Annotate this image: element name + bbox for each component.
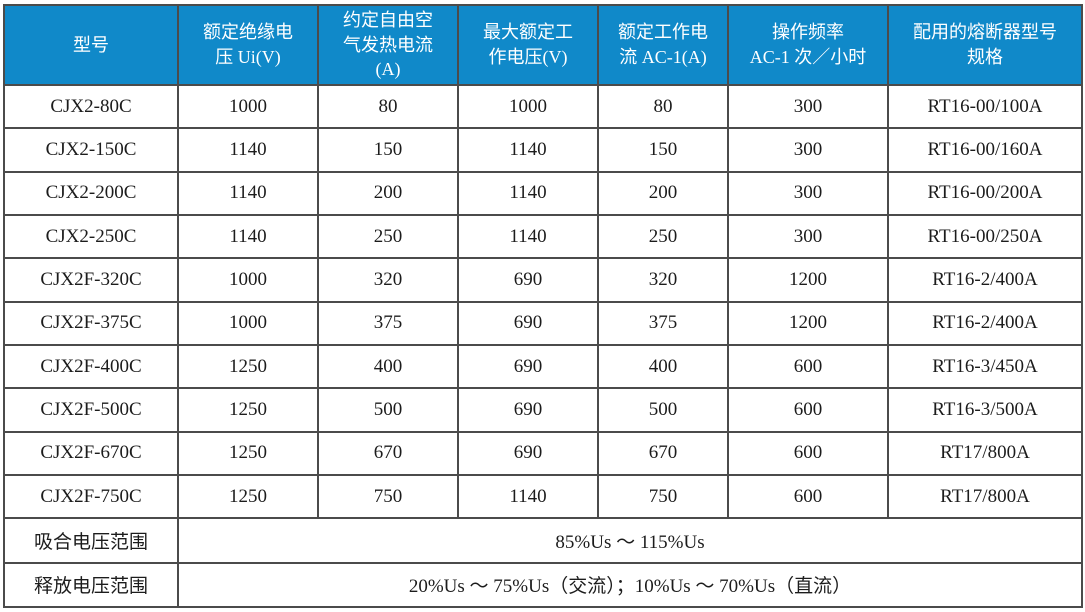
value-cell: 1140 xyxy=(457,170,599,216)
value-cell: 300 xyxy=(727,127,889,173)
value-cell: 750 xyxy=(317,473,459,520)
table-row: CJX2F-500C 1250 500 690 500 600 RT16-3/5… xyxy=(3,387,1083,433)
value-cell: RT17/800A xyxy=(887,430,1083,476)
contactor-spec-table: 型号 额定绝缘电 压 Ui(V) 约定自由空 气发热电流 (A) 最大额定工 作… xyxy=(3,4,1083,609)
table-row: CJX2-150C 1140 150 1140 150 300 RT16-00/… xyxy=(3,127,1083,173)
col-header-model: 型号 xyxy=(3,4,179,86)
value-cell: 1140 xyxy=(457,213,599,260)
value-cell: 750 xyxy=(597,473,729,520)
value-cell: RT16-00/250A xyxy=(887,213,1083,260)
table-row: CJX2-250C 1140 250 1140 250 300 RT16-00/… xyxy=(3,213,1083,260)
release-voltage-range-row: 释放电压范围 20%Us ～ 75%Us（交流）；10%Us ～ 70%Us（直… xyxy=(3,561,1083,609)
value-cell: 600 xyxy=(727,387,889,433)
value-cell: 1140 xyxy=(457,473,599,520)
value-cell: 1140 xyxy=(177,170,319,216)
value-cell: 1250 xyxy=(177,343,319,390)
model-cell: CJX2F-500C xyxy=(3,387,179,433)
value-cell: 600 xyxy=(727,343,889,390)
value-cell: 670 xyxy=(317,430,459,476)
value-cell: 1200 xyxy=(727,300,889,346)
col-header-fuse-type: 配用的熔断器型号 规格 xyxy=(887,4,1083,86)
table-row: CJX2-200C 1140 200 1140 200 300 RT16-00/… xyxy=(3,170,1083,216)
value-cell: RT17/800A xyxy=(887,473,1083,520)
value-cell: 250 xyxy=(597,213,729,260)
value-cell: 300 xyxy=(727,170,889,216)
model-cell: CJX2F-375C xyxy=(3,300,179,346)
value-cell: 1140 xyxy=(457,127,599,173)
pickup-voltage-range-row: 吸合电压范围 85%Us ～ 115%Us xyxy=(3,517,1083,564)
model-cell: CJX2F-670C xyxy=(3,430,179,476)
value-cell: 690 xyxy=(457,343,599,390)
header-row: 型号 额定绝缘电 压 Ui(V) 约定自由空 气发热电流 (A) 最大额定工 作… xyxy=(3,4,1083,86)
value-cell: RT16-2/400A xyxy=(887,257,1083,303)
merged-value-cell: 20%Us ～ 75%Us（交流）；10%Us ～ 70%Us（直流） xyxy=(177,561,1083,609)
value-cell: 375 xyxy=(317,300,459,346)
model-cell: CJX2-80C xyxy=(3,83,179,130)
table-header: 型号 额定绝缘电 压 Ui(V) 约定自由空 气发热电流 (A) 最大额定工 作… xyxy=(3,4,1083,86)
value-cell: 500 xyxy=(597,387,729,433)
col-header-max-rated-operating-voltage: 最大额定工 作电压(V) xyxy=(457,4,599,86)
col-header-rated-operating-current-ac1: 额定工作电 流 AC-1(A) xyxy=(597,4,729,86)
table-row: CJX2F-400C 1250 400 690 400 600 RT16-3/4… xyxy=(3,343,1083,390)
value-cell: 600 xyxy=(727,430,889,476)
value-cell: 150 xyxy=(317,127,459,173)
value-cell: RT16-00/200A xyxy=(887,170,1083,216)
value-cell: 1000 xyxy=(177,83,319,130)
value-cell: 1000 xyxy=(177,300,319,346)
value-cell: RT16-3/450A xyxy=(887,343,1083,390)
table-body: CJX2-80C 1000 80 1000 80 300 RT16-00/100… xyxy=(3,83,1083,609)
value-cell: RT16-2/400A xyxy=(887,300,1083,346)
col-header-rated-insulation-voltage: 额定绝缘电 压 Ui(V) xyxy=(177,4,319,86)
value-cell: 1250 xyxy=(177,473,319,520)
value-cell: 1000 xyxy=(457,83,599,130)
value-cell: 300 xyxy=(727,83,889,130)
model-cell: CJX2F-400C xyxy=(3,343,179,390)
value-cell: 690 xyxy=(457,257,599,303)
row-label: 释放电压范围 xyxy=(3,561,179,609)
value-cell: 690 xyxy=(457,387,599,433)
value-cell: 200 xyxy=(597,170,729,216)
value-cell: 400 xyxy=(597,343,729,390)
value-cell: 375 xyxy=(597,300,729,346)
value-cell: 670 xyxy=(597,430,729,476)
model-cell: CJX2F-750C xyxy=(3,473,179,520)
table-row: CJX2F-670C 1250 670 690 670 600 RT17/800… xyxy=(3,430,1083,476)
value-cell: 300 xyxy=(727,213,889,260)
value-cell: 690 xyxy=(457,430,599,476)
value-cell: 1000 xyxy=(177,257,319,303)
model-cell: CJX2-250C xyxy=(3,213,179,260)
value-cell: 600 xyxy=(727,473,889,520)
table-row: CJX2F-750C 1250 750 1140 750 600 RT17/80… xyxy=(3,473,1083,520)
value-cell: 320 xyxy=(597,257,729,303)
col-header-operating-frequency: 操作频率 AC-1 次／小时 xyxy=(727,4,889,86)
value-cell: 1250 xyxy=(177,430,319,476)
model-cell: CJX2-200C xyxy=(3,170,179,216)
value-cell: 80 xyxy=(597,83,729,130)
merged-value-cell: 85%Us ～ 115%Us xyxy=(177,517,1083,564)
value-cell: 1140 xyxy=(177,213,319,260)
value-cell: 500 xyxy=(317,387,459,433)
value-cell: 320 xyxy=(317,257,459,303)
value-cell: RT16-00/160A xyxy=(887,127,1083,173)
model-cell: CJX2F-320C xyxy=(3,257,179,303)
value-cell: 150 xyxy=(597,127,729,173)
model-cell: CJX2-150C xyxy=(3,127,179,173)
value-cell: 200 xyxy=(317,170,459,216)
value-cell: 80 xyxy=(317,83,459,130)
table-row: CJX2F-320C 1000 320 690 320 1200 RT16-2/… xyxy=(3,257,1083,303)
value-cell: RT16-00/100A xyxy=(887,83,1083,130)
table-row: CJX2F-375C 1000 375 690 375 1200 RT16-2/… xyxy=(3,300,1083,346)
value-cell: 1200 xyxy=(727,257,889,303)
value-cell: 250 xyxy=(317,213,459,260)
table-row: CJX2-80C 1000 80 1000 80 300 RT16-00/100… xyxy=(3,83,1083,130)
row-label: 吸合电压范围 xyxy=(3,517,179,564)
value-cell: 690 xyxy=(457,300,599,346)
value-cell: 1140 xyxy=(177,127,319,173)
col-header-conventional-free-air-thermal-current: 约定自由空 气发热电流 (A) xyxy=(317,4,459,86)
value-cell: RT16-3/500A xyxy=(887,387,1083,433)
value-cell: 1250 xyxy=(177,387,319,433)
value-cell: 400 xyxy=(317,343,459,390)
